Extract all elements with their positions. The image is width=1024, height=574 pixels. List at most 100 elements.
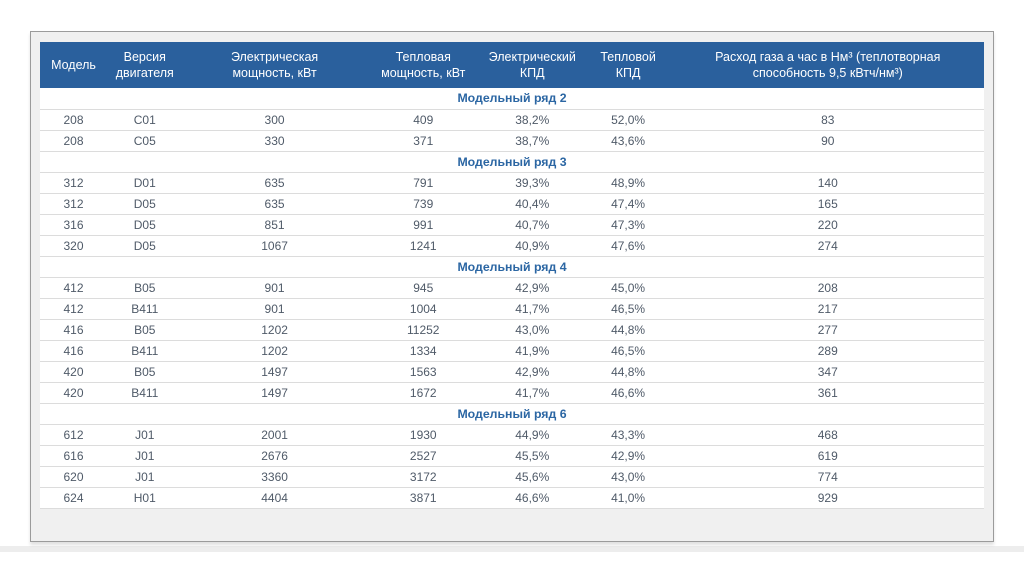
- cell: 208: [40, 130, 108, 152]
- cell: 3871: [366, 487, 480, 509]
- cell: 3360: [182, 466, 367, 488]
- cell: 45,5%: [479, 445, 585, 467]
- cell: 46,6%: [479, 487, 585, 509]
- cell: 901: [182, 298, 367, 320]
- cell: 320: [40, 235, 108, 257]
- column-header: Электрический КПД: [479, 42, 585, 88]
- group-title: Модельный ряд 4: [40, 256, 984, 278]
- cell: B411: [107, 340, 183, 362]
- cell: 300: [182, 109, 367, 131]
- cell: B411: [107, 382, 183, 404]
- cell: 277: [671, 319, 984, 341]
- cell: J01: [107, 445, 183, 467]
- table-row: 416 B411 1202 1334 41,9% 46,5% 289: [40, 340, 984, 362]
- cell: 2001: [182, 424, 367, 446]
- cell: 4404: [182, 487, 367, 509]
- cell: 416: [40, 319, 108, 341]
- cell: 371: [366, 130, 480, 152]
- cell: 289: [671, 340, 984, 362]
- column-header: Версия двигателя: [107, 42, 183, 88]
- cell: D01: [107, 172, 183, 194]
- cell: 220: [671, 214, 984, 236]
- cell: 90: [671, 130, 984, 152]
- cell: 48,9%: [584, 172, 672, 194]
- cell: 991: [366, 214, 480, 236]
- table-row: 412 B411 901 1004 41,7% 46,5% 217: [40, 298, 984, 320]
- cell: 412: [40, 298, 108, 320]
- cell: 41,7%: [479, 298, 585, 320]
- table-row: 316 D05 851 991 40,7% 47,3% 220: [40, 214, 984, 236]
- cell: 791: [366, 172, 480, 194]
- table-row: 208 C01 300 409 38,2% 52,0% 83: [40, 109, 984, 131]
- cell: 330: [182, 130, 367, 152]
- cell: 1497: [182, 382, 367, 404]
- table-row: 620 J01 3360 3172 45,6% 43,0% 774: [40, 466, 984, 488]
- cell: 52,0%: [584, 109, 672, 131]
- spec-table-head-row: Модель Версия двигателя Электрическая мощн…: [40, 42, 984, 88]
- cell: 901: [182, 277, 367, 299]
- cell: 208: [40, 109, 108, 131]
- cell: 83: [671, 109, 984, 131]
- cell: 46,5%: [584, 298, 672, 320]
- cell: 635: [182, 172, 367, 194]
- cell: 44,8%: [584, 319, 672, 341]
- cell: 929: [671, 487, 984, 509]
- group-header-row: Модельный ряд 4: [40, 256, 984, 278]
- table-row: 420 B411 1497 1672 41,7% 46,6% 361: [40, 382, 984, 404]
- cell: 140: [671, 172, 984, 194]
- cell: 274: [671, 235, 984, 257]
- cell: 412: [40, 277, 108, 299]
- cell: 624: [40, 487, 108, 509]
- cell: 2527: [366, 445, 480, 467]
- column-header: Модель: [40, 42, 108, 88]
- table-row: 312 D05 635 739 40,4% 47,4% 165: [40, 193, 984, 215]
- cell: 312: [40, 193, 108, 215]
- cell: 47,6%: [584, 235, 672, 257]
- cell: 312: [40, 172, 108, 194]
- cell: 1067: [182, 235, 367, 257]
- cell: 47,3%: [584, 214, 672, 236]
- table-row: 612 J01 2001 1930 44,9% 43,3% 468: [40, 424, 984, 446]
- cell: 41,9%: [479, 340, 585, 362]
- group-header-row: Модельный ряд 2: [40, 88, 984, 110]
- cell: J01: [107, 424, 183, 446]
- engine-spec-table: Модель Версия двигателя Электрическая мощн…: [40, 42, 984, 509]
- cell: 945: [366, 277, 480, 299]
- cell: 409: [366, 109, 480, 131]
- spec-table-head: Модель Версия двигателя Электрическая мощн…: [40, 42, 984, 88]
- cell: 208: [671, 277, 984, 299]
- cell: 217: [671, 298, 984, 320]
- spec-table-body: Модельный ряд 2 208 C01 300 409 38,2% 52,0% 83 2…: [40, 88, 984, 509]
- cell: D05: [107, 235, 183, 257]
- cell: 416: [40, 340, 108, 362]
- cell: 44,8%: [584, 361, 672, 383]
- cell: 1004: [366, 298, 480, 320]
- column-header: Тепловой КПД: [584, 42, 672, 88]
- cell: 851: [182, 214, 367, 236]
- group-header-row: Модельный ряд 6: [40, 403, 984, 425]
- cell: 420: [40, 382, 108, 404]
- table-row: 320 D05 1067 1241 40,9% 47,6% 274: [40, 235, 984, 257]
- cell: 620: [40, 466, 108, 488]
- cell: 361: [671, 382, 984, 404]
- table-row: 312 D01 635 791 39,3% 48,9% 140: [40, 172, 984, 194]
- group-title: Модельный ряд 3: [40, 151, 984, 173]
- cell: 43,0%: [479, 319, 585, 341]
- column-header: Тепловая мощность, кВт: [366, 42, 480, 88]
- cell: 347: [671, 361, 984, 383]
- cell: D05: [107, 214, 183, 236]
- cell: 635: [182, 193, 367, 215]
- cell: 47,4%: [584, 193, 672, 215]
- table-row: 420 B05 1497 1563 42,9% 44,8% 347: [40, 361, 984, 383]
- cell: 39,3%: [479, 172, 585, 194]
- cell: 41,0%: [584, 487, 672, 509]
- cell: 42,9%: [479, 361, 585, 383]
- cell: 38,7%: [479, 130, 585, 152]
- cell: 38,2%: [479, 109, 585, 131]
- cell: 40,4%: [479, 193, 585, 215]
- cell: 1241: [366, 235, 480, 257]
- cell: 3172: [366, 466, 480, 488]
- cell: B05: [107, 361, 183, 383]
- group-header-row: Модельный ряд 3: [40, 151, 984, 173]
